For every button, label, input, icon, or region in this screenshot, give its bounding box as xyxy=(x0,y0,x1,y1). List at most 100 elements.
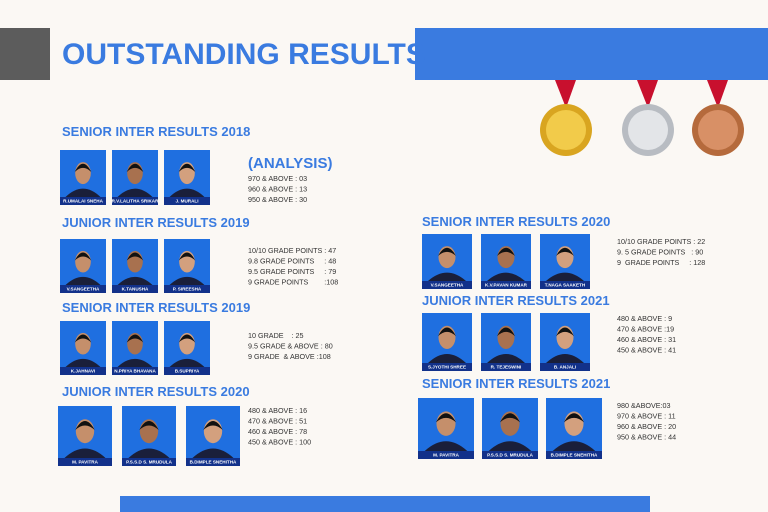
section-heading: SENIOR INTER RESULTS 2019 xyxy=(62,300,250,315)
shoulders xyxy=(428,272,466,281)
student-photo: P. SIREESHA xyxy=(164,239,210,293)
name-strip xyxy=(481,363,531,371)
student-photo: B.DIMPLE SNEHITHA xyxy=(186,406,240,466)
shoulders xyxy=(487,353,525,363)
hair xyxy=(497,327,515,337)
section-heading: SENIOR INTER RESULTS 2018 xyxy=(62,124,250,139)
section-heading: SENIOR INTER RESULTS 2020 xyxy=(422,214,610,229)
hair xyxy=(435,413,457,423)
name-strip xyxy=(164,197,210,205)
shoulders xyxy=(488,441,532,451)
shoulders xyxy=(546,353,584,363)
hair xyxy=(178,334,196,343)
hair xyxy=(74,252,92,261)
student-photo: K.JAHNAVI xyxy=(60,321,106,375)
section-heading: JUNIOR INTER RESULTS 2020 xyxy=(62,384,250,399)
hair xyxy=(126,252,144,261)
page-title: OUTSTANDING RESULTS xyxy=(62,38,426,71)
name-strip xyxy=(422,281,472,289)
name-strip xyxy=(540,363,590,371)
student-name: V.SANGEETHA xyxy=(67,287,100,292)
stat-line: 950 & ABOVE : 30 xyxy=(248,195,307,204)
shoulders xyxy=(169,358,205,367)
student-name: B.DIMPLE SNEHITHA xyxy=(190,460,237,465)
student-photo: V.SANGEETHA xyxy=(60,239,106,293)
student-name: N.PRIYA BHAVANA xyxy=(114,369,156,374)
student-name: T.NAGA SAAKETH xyxy=(545,283,586,288)
stat-line: 10/10 GRADE POINTS : 47 xyxy=(248,246,336,255)
name-strip xyxy=(58,458,112,466)
shoulders xyxy=(65,276,101,285)
hair xyxy=(499,413,521,423)
hair xyxy=(126,163,144,172)
shoulders xyxy=(65,188,101,197)
name-strip xyxy=(482,451,538,459)
student-name: P. SIREESHA xyxy=(173,287,202,292)
shoulders xyxy=(117,358,153,367)
student-name: B.SUPRIYA xyxy=(175,369,200,374)
stat-line: 9.5 GRADE & ABOVE : 80 xyxy=(248,342,333,351)
hair xyxy=(203,421,223,430)
shoulders xyxy=(192,448,234,458)
student-name: V.SANGEETHA xyxy=(431,283,464,288)
stat-line: 9 GRADE POINTS : 128 xyxy=(617,258,705,267)
stat-line: 950 & ABOVE : 44 xyxy=(617,433,676,442)
name-strip xyxy=(60,197,106,205)
shoulders xyxy=(117,276,153,285)
student-name: R. TEJESWINI xyxy=(491,365,522,370)
stat-line: 460 & ABOVE : 31 xyxy=(617,335,676,344)
student-name: P.S.S.D S. MRUDULA xyxy=(126,460,173,465)
name-strip xyxy=(164,367,210,375)
student-photo: V.SANGEETHA xyxy=(422,234,472,289)
student-photo: R.UMALAI SNEHA xyxy=(60,150,106,205)
section-heading: JUNIOR INTER RESULTS 2021 xyxy=(422,293,610,308)
name-strip xyxy=(60,285,106,293)
stat-line: 9. 5 GRADE POINTS : 90 xyxy=(617,248,703,257)
medals xyxy=(540,80,744,156)
stat-line: 10/10 GRADE POINTS : 22 xyxy=(617,237,705,246)
hair xyxy=(74,334,92,343)
stat-line: 450 & ABOVE : 100 xyxy=(248,438,311,447)
stat-line: 960 & ABOVE : 13 xyxy=(248,185,307,194)
student-name: P.S.S.D S. MRUDULA xyxy=(487,453,534,458)
student-name: J. MURALI xyxy=(176,199,199,204)
stat-line: 970 & ABOVE : 03 xyxy=(248,174,307,183)
hair xyxy=(556,327,574,337)
student-photo: M. PAVITRA xyxy=(418,398,474,459)
student-photo: K.TANUSHA xyxy=(112,239,158,293)
shoulders xyxy=(128,448,170,458)
hair xyxy=(556,247,574,256)
shoulders xyxy=(169,188,205,197)
name-strip xyxy=(422,363,472,371)
shoulders xyxy=(65,358,101,367)
student-photo: R.V.LALITHA SRIKAR xyxy=(112,150,159,205)
stat-line: 460 & ABOVE : 78 xyxy=(248,427,307,436)
name-strip xyxy=(546,451,602,459)
student-photo: P.S.S.D S. MRUDULA xyxy=(482,398,538,459)
shoulders xyxy=(169,276,205,285)
hair xyxy=(497,247,515,256)
student-photo: R. TEJESWINI xyxy=(481,313,531,371)
student-photo: S.JYOTHI SHREE xyxy=(422,313,472,371)
stat-line: 470 & ABOVE :19 xyxy=(617,325,674,334)
hair xyxy=(139,421,159,430)
student-photo: K.V.PAVAN KUMAR xyxy=(481,234,531,289)
shoulders xyxy=(424,441,468,451)
student-photo: B.DIMPLE SNEHITHA xyxy=(546,398,602,459)
hair xyxy=(563,413,585,423)
name-strip xyxy=(122,458,176,466)
student-name: S.JYOTHI SHREE xyxy=(428,365,466,370)
hair xyxy=(126,334,144,343)
stat-line: 980 &ABOVE:03 xyxy=(617,401,671,410)
shoulders xyxy=(64,448,106,458)
stat-line: 450 & ABOVE : 41 xyxy=(617,346,676,355)
shoulders xyxy=(552,441,596,451)
name-strip xyxy=(481,281,531,289)
analysis-title: (ANALYSIS) xyxy=(248,155,332,172)
name-strip xyxy=(418,451,474,459)
shoulders xyxy=(546,272,584,281)
stat-line: 470 & ABOVE : 51 xyxy=(248,417,307,426)
student-name: R.UMALAI SNEHA xyxy=(63,199,103,204)
stat-line: 9 GRADE & ABOVE :108 xyxy=(248,352,331,361)
